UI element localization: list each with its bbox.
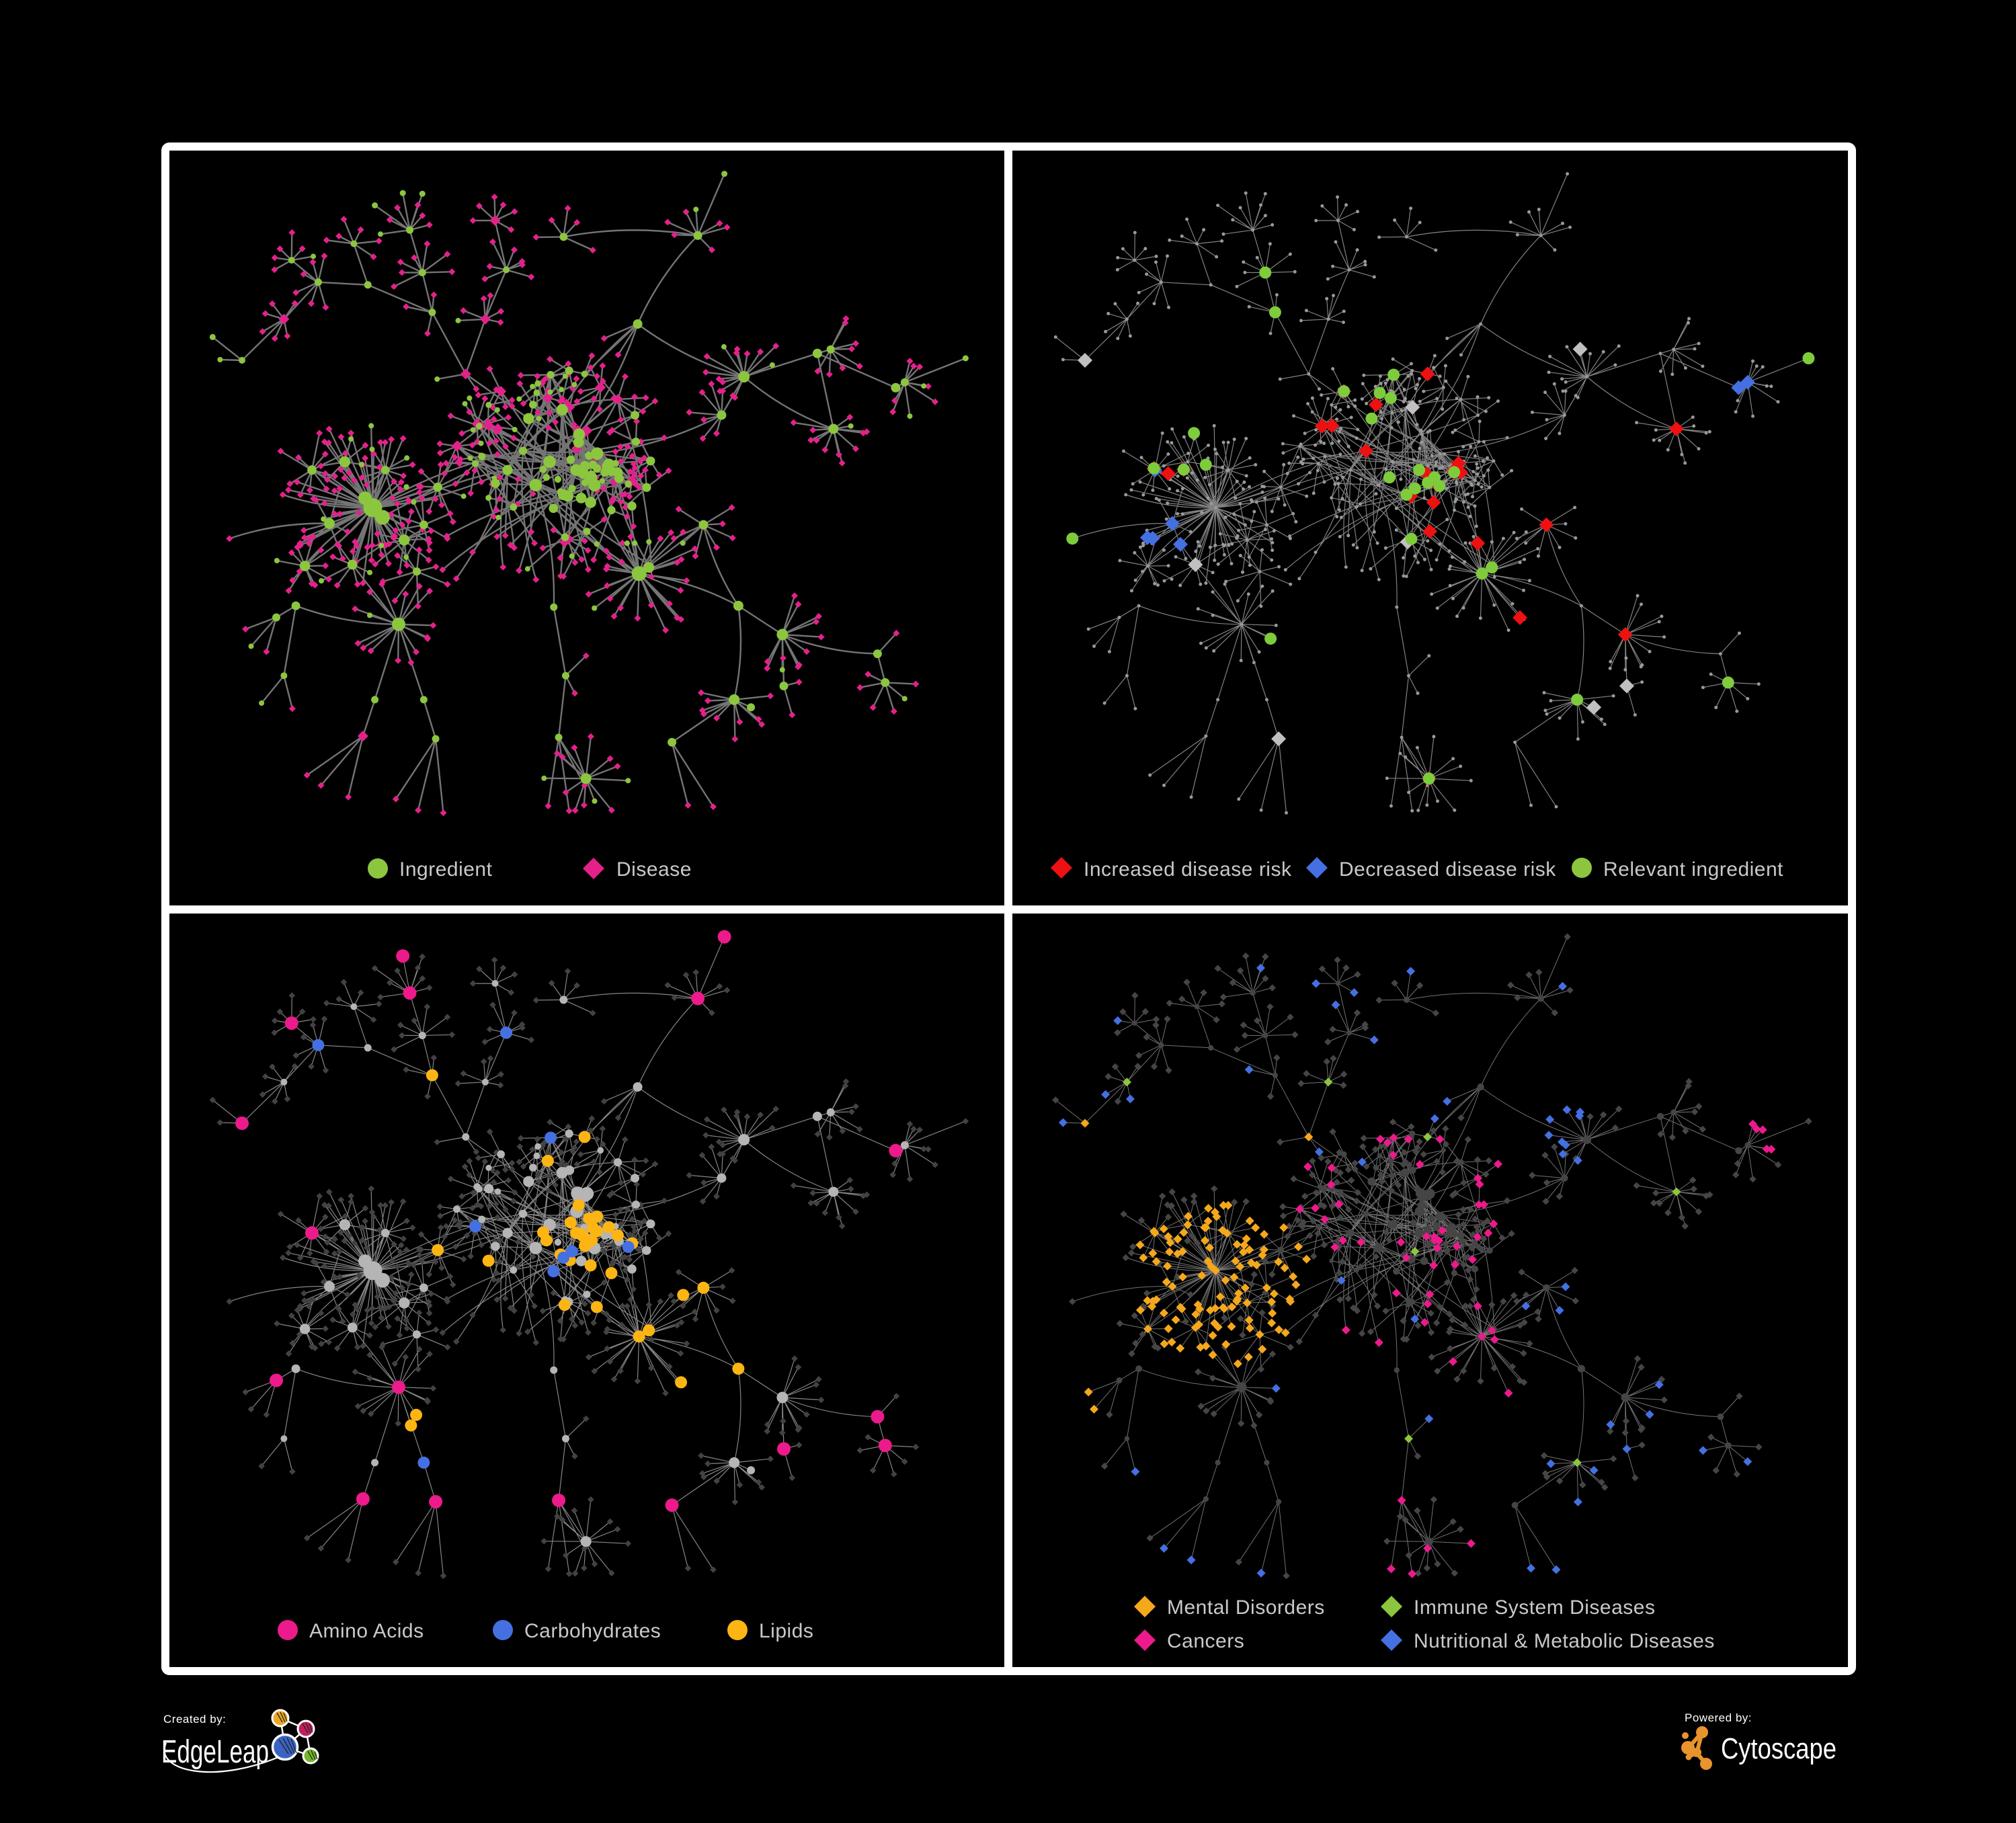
svg-text:Carbohydrates: Carbohydrates bbox=[524, 1620, 661, 1642]
svg-text:EdgeLeap: EdgeLeap bbox=[161, 1734, 269, 1770]
svg-text:Relevant ingredient: Relevant ingredient bbox=[1603, 858, 1783, 881]
svg-text:Created by:: Created by: bbox=[163, 1713, 226, 1726]
svg-text:Cytoscape: Cytoscape bbox=[1721, 1732, 1837, 1765]
svg-text:Immune System Diseases: Immune System Diseases bbox=[1414, 1596, 1655, 1619]
svg-text:Lipids: Lipids bbox=[759, 1620, 813, 1642]
svg-text:Amino Acids: Amino Acids bbox=[309, 1620, 424, 1642]
svg-text:Ingredient: Ingredient bbox=[399, 858, 493, 881]
svg-text:Mental Disorders: Mental Disorders bbox=[1167, 1596, 1325, 1619]
svg-text:Cancers: Cancers bbox=[1167, 1630, 1244, 1652]
svg-text:Decreased disease risk: Decreased disease risk bbox=[1339, 858, 1556, 881]
svg-text:Powered by:: Powered by: bbox=[1685, 1711, 1752, 1724]
svg-text:Disease: Disease bbox=[616, 858, 692, 881]
svg-text:Nutritional & Metabolic Diseas: Nutritional & Metabolic Diseases bbox=[1414, 1630, 1715, 1652]
svg-text:Increased disease risk: Increased disease risk bbox=[1084, 858, 1292, 881]
